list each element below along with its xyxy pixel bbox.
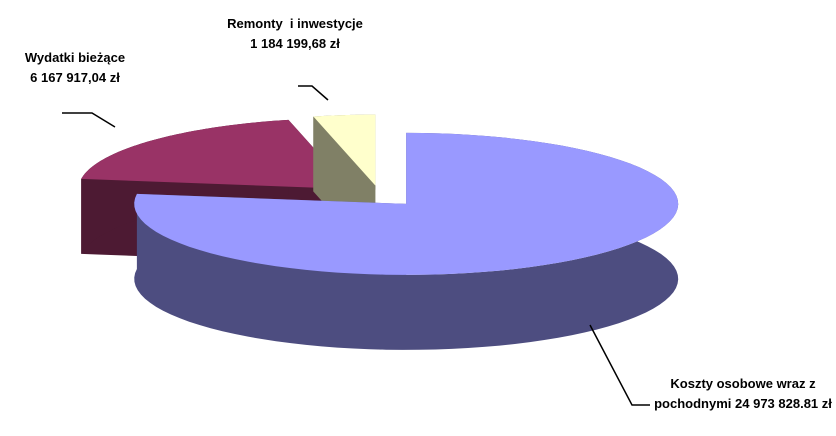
slice-label: Remonty i inwestycje 1 184 199,68 zł bbox=[200, 14, 390, 54]
slice-label: Koszty osobowe wraz z pochodnymi 24 973 … bbox=[645, 374, 836, 414]
category-label: Koszty osobowe wraz z pochodnymi bbox=[654, 376, 820, 411]
value-label: 1 184 199,68 zł bbox=[250, 36, 340, 51]
slice-top bbox=[81, 119, 351, 189]
category-label: Remonty i inwestycje bbox=[227, 16, 363, 31]
category-label: Wydatki bieżące bbox=[24, 50, 126, 65]
leader-line bbox=[62, 112, 116, 128]
leader-line bbox=[298, 85, 329, 101]
value-label: 6 167 917,04 zł bbox=[30, 70, 120, 85]
slice-top bbox=[134, 132, 679, 275]
slice-label: Wydatki bieżące 6 167 917,04 zł bbox=[0, 48, 150, 88]
slice-top bbox=[313, 114, 376, 186]
leader-line bbox=[589, 324, 650, 406]
pie-slice bbox=[134, 132, 679, 350]
value-label: 24 973 828.81 zł bbox=[735, 396, 832, 411]
